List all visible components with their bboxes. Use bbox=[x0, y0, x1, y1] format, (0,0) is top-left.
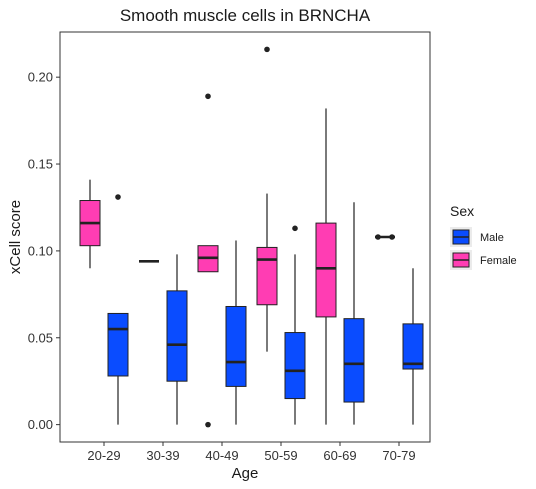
outlier-point bbox=[375, 234, 381, 240]
y-tick-label: 0.15 bbox=[28, 157, 53, 172]
legend: Sex Male Female bbox=[450, 203, 517, 270]
x-tick-label: 30-39 bbox=[146, 448, 179, 463]
outlier-point bbox=[292, 225, 298, 232]
y-tick-label: 0.10 bbox=[28, 243, 53, 258]
box-male-50-59 bbox=[284, 225, 306, 425]
box-male-60-69 bbox=[343, 202, 365, 425]
box-iqr bbox=[343, 318, 365, 403]
box-female-70-79 bbox=[375, 234, 395, 240]
y-tick-label: 0.05 bbox=[28, 330, 53, 345]
box-female-20-29 bbox=[79, 179, 101, 269]
box-iqr bbox=[107, 312, 129, 377]
x-tick-label: 70-79 bbox=[382, 448, 415, 463]
outlier-point bbox=[205, 421, 211, 428]
box-iqr bbox=[225, 305, 247, 387]
box-series bbox=[79, 46, 424, 428]
x-tick-label: 60-69 bbox=[323, 448, 356, 463]
legend-label: Female bbox=[480, 255, 517, 267]
outlier-point bbox=[264, 46, 270, 53]
box-female-60-69 bbox=[315, 108, 337, 425]
x-axis: 20-29 30-39 40-49 50-59 60-69 70-79 bbox=[87, 442, 416, 463]
y-tick-label: 0.00 bbox=[28, 417, 53, 432]
y-tick-label: 0.20 bbox=[28, 70, 53, 85]
chart-title: Smooth muscle cells in BRNCHA bbox=[120, 6, 371, 25]
box-male-40-49 bbox=[225, 240, 247, 425]
x-tick-label: 50-59 bbox=[264, 448, 297, 463]
outlier-point bbox=[205, 93, 211, 100]
outlier-point bbox=[389, 234, 395, 240]
box-iqr bbox=[402, 323, 424, 370]
x-tick-label: 40-49 bbox=[205, 448, 238, 463]
legend-title: Sex bbox=[450, 203, 474, 219]
box-iqr bbox=[166, 290, 188, 382]
box-female-40-49 bbox=[197, 93, 219, 428]
box-iqr bbox=[284, 332, 306, 400]
box-female-50-59 bbox=[256, 46, 278, 352]
legend-label: Male bbox=[480, 232, 504, 244]
box-male-30-39 bbox=[166, 254, 188, 425]
x-tick-label: 20-29 bbox=[87, 448, 120, 463]
box-iqr bbox=[315, 222, 337, 318]
box-male-70-79 bbox=[402, 268, 424, 425]
box-iqr bbox=[256, 246, 278, 306]
outlier-point bbox=[115, 194, 121, 200]
y-axis-title: xCell score bbox=[7, 200, 24, 274]
x-axis-title: Age bbox=[232, 465, 259, 482]
y-axis: 0.00 0.05 0.10 0.15 0.20 bbox=[28, 70, 60, 432]
box-male-20-29 bbox=[107, 194, 129, 425]
